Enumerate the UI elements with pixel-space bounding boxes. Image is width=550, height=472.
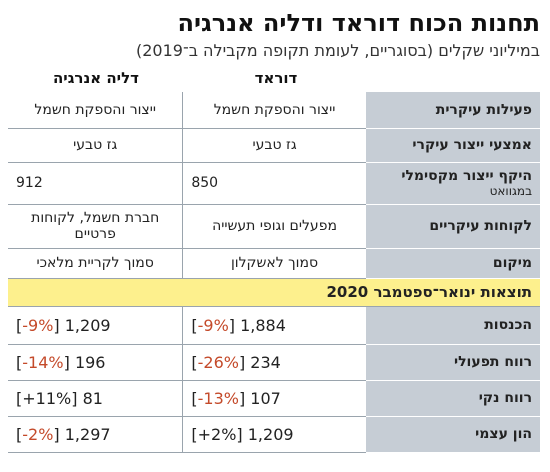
cell-dalia: חברת חשמל, לקוחות פרטיים (8, 204, 183, 249)
cell-dalia: [-2%] 1,297 (8, 416, 183, 453)
table-row: רווח נקי [-13%] 107 [+11%] 81 (8, 380, 540, 417)
cell-dalia: ייצור והספקת חשמל (8, 92, 183, 129)
row-label-main: היקף ייצור מקסימלי (401, 168, 532, 184)
cell-dorad: גז טבעי (182, 128, 366, 163)
financial-figure: [-26%] 234 (191, 352, 281, 372)
financial-figure: [-9%] 1,209 (16, 315, 111, 335)
financial-figure: [+2%] 1,209 (191, 424, 294, 444)
change-percent: -2% (22, 424, 54, 444)
financial-value: 81 (82, 388, 103, 408)
financial-figure: [+11%] 81 (16, 388, 103, 408)
financial-figure: [-9%] 1,884 (191, 315, 286, 335)
cell-dalia: [-9%] 1,209 (8, 306, 183, 345)
column-header-dalia: דליה אנרגיה (52, 69, 139, 87)
cell-dorad: ייצור והספקת חשמל (182, 92, 366, 129)
column-header-dorad: דוראד (254, 69, 298, 87)
table-row: הון עצמי [+2%] 1,209 [-2%] 1,297 (8, 416, 540, 453)
change-percent: -14% (22, 352, 64, 372)
row-label: לקוחות עיקריים (365, 204, 540, 249)
row-label: היקף ייצור מקסימלי במגוואט (365, 162, 540, 205)
financial-figure: [-14%] 196 (16, 352, 106, 372)
section-title: תוצאות ינואר־ספטמבר 2020 (8, 278, 540, 307)
cell-dalia: גז טבעי (8, 128, 183, 163)
financial-figure: [-13%] 107 (191, 388, 281, 408)
table-row: לקוחות עיקריים מפעלים וגופי תעשייה חברת … (8, 204, 540, 249)
change-percent: -9% (22, 315, 54, 335)
cell-dorad: סמוך לאשקלון (182, 248, 366, 279)
financial-value: 196 (74, 352, 106, 372)
section-header-row: תוצאות ינואר־ספטמבר 2020 (8, 278, 540, 307)
cell-dorad: 850 (182, 162, 366, 205)
financial-value: 234 (250, 352, 281, 372)
table-row: פעילות עיקרית ייצור והספקת חשמל ייצור וה… (8, 92, 540, 129)
cell-dorad: [-13%] 107 (182, 380, 366, 417)
change-percent: -9% (197, 315, 229, 335)
financial-value: 1,884 (240, 315, 286, 335)
cell-dalia: [+11%] 81 (8, 380, 183, 417)
row-label: מיקום (365, 248, 540, 279)
cell-dalia: סמוך לקריית מלאכי (8, 248, 183, 279)
financial-value: 107 (250, 388, 281, 408)
cell-dorad: [+2%] 1,209 (182, 416, 366, 453)
cell-dorad: [-9%] 1,884 (182, 306, 366, 345)
comparison-table: פעילות עיקרית ייצור והספקת חשמל ייצור וה… (8, 92, 540, 453)
row-label: רווח תפעולי (365, 344, 540, 381)
financial-value: 1,209 (247, 424, 294, 444)
row-label-unit: במגוואט (489, 184, 532, 198)
table-row: אמצעי ייצור עיקרי גז טבעי גז טבעי (8, 128, 540, 163)
row-label: הון עצמי (365, 416, 540, 453)
change-percent: -26% (197, 352, 239, 372)
financial-figure: [-2%] 1,297 (16, 424, 111, 444)
page-title: תחנות הכוח דוראד ודליה אנרגיה (177, 9, 541, 37)
change-percent: +11% (22, 388, 72, 408)
row-label: אמצעי ייצור עיקרי (365, 128, 540, 163)
row-label: רווח נקי (365, 380, 540, 417)
change-percent: +2% (197, 424, 237, 444)
change-percent: -13% (197, 388, 239, 408)
page-subtitle: במיליוני שקלים (בסוגריים, לעומת תקופה מק… (135, 41, 540, 60)
table-row: היקף ייצור מקסימלי במגוואט 850 912 (8, 162, 540, 205)
cell-dalia: 912 (8, 162, 183, 205)
financial-value: 1,209 (64, 315, 111, 335)
financial-value: 1,297 (64, 424, 111, 444)
row-label: פעילות עיקרית (365, 92, 540, 129)
table-row: רווח תפעולי [-26%] 234 [-14%] 196 (8, 344, 540, 381)
row-label: הכנסות (365, 306, 540, 345)
table-row: הכנסות [-9%] 1,884 [-9%] 1,209 (8, 306, 540, 345)
cell-dalia: [-14%] 196 (8, 344, 183, 381)
cell-dorad: מפעלים וגופי תעשייה (182, 204, 366, 249)
cell-dorad: [-26%] 234 (182, 344, 366, 381)
table-row: מיקום סמוך לאשקלון סמוך לקריית מלאכי (8, 248, 540, 279)
